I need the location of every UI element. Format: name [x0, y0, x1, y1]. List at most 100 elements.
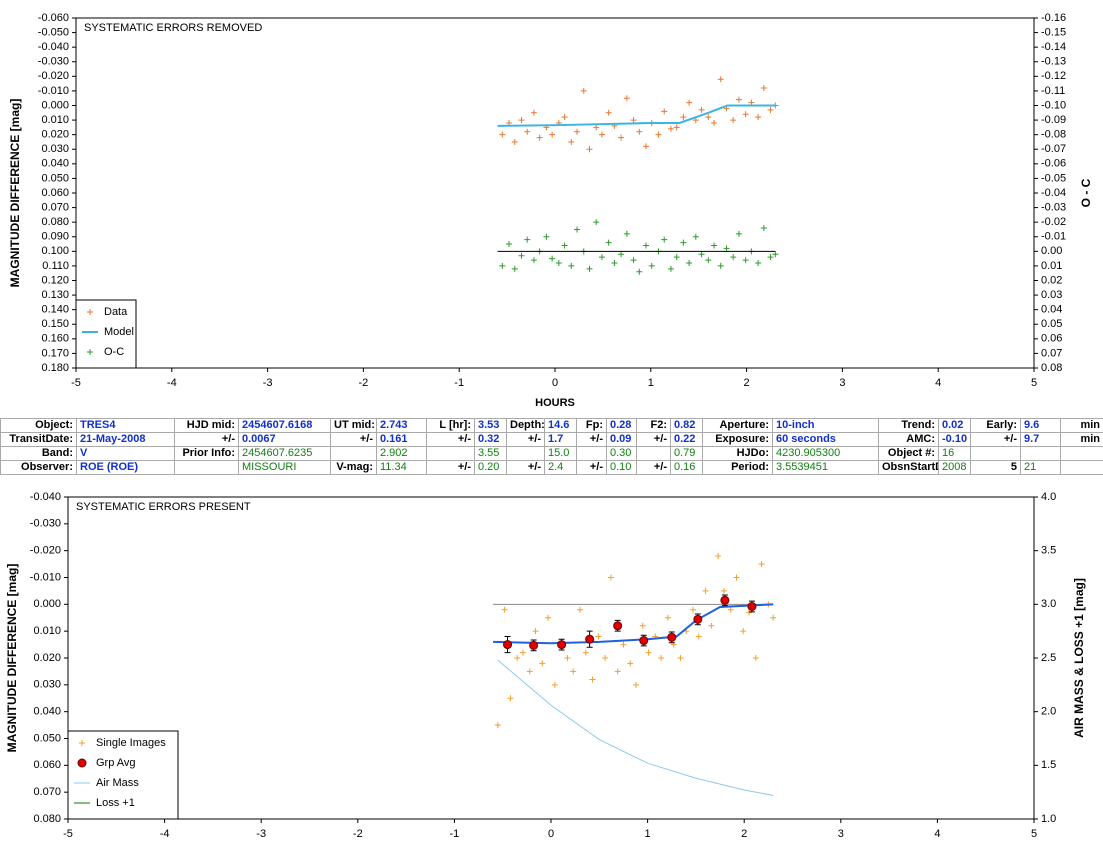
table-cell: +/- [426, 460, 475, 475]
y-tick-label: -0.060 [38, 12, 69, 24]
data-point [582, 649, 589, 656]
data-point [686, 99, 693, 106]
data-point [705, 114, 712, 121]
data-point [518, 117, 525, 124]
y2-tick-label: -0.09 [1041, 114, 1066, 126]
data-point [574, 226, 581, 233]
data-point [598, 254, 605, 261]
table-cell: 2454607.6168 [238, 418, 331, 433]
data-point [605, 109, 612, 116]
data-point [568, 262, 575, 269]
y2-tick-label: -0.14 [1041, 41, 1066, 53]
table-cell [506, 446, 545, 461]
data-point [630, 117, 637, 124]
data-point [643, 242, 650, 249]
data-point [742, 257, 749, 264]
x-tick-label: 1 [645, 828, 651, 840]
table-cell: ObsnStartDate: [878, 460, 939, 475]
y2-tick-label: -0.06 [1041, 158, 1066, 170]
table-cell: Fp: [576, 418, 607, 433]
y2-tick-label: -0.07 [1041, 143, 1066, 155]
y-tick-label: 0.110 [42, 260, 69, 272]
data-point [613, 621, 623, 631]
x-tick-label: -3 [263, 377, 273, 389]
table-cell: Early: [970, 418, 1021, 433]
table-cell: Band: [0, 446, 77, 461]
series-line [497, 104, 776, 127]
data-point [720, 587, 727, 594]
data-point [529, 640, 539, 650]
data-point [530, 257, 537, 264]
y-tick-label: 0.030 [33, 679, 61, 691]
y-tick-label: 0.150 [41, 318, 69, 330]
table-cell: 3.53 [474, 418, 507, 433]
data-point [519, 649, 526, 656]
table-cell: Exposure: [702, 432, 773, 447]
y2-tick-label: 0.02 [1041, 274, 1062, 286]
y2-tick-label: -0.04 [1041, 187, 1066, 199]
table-cell: L [hr]: [426, 418, 475, 433]
data-point [511, 138, 518, 145]
data-point [690, 606, 697, 613]
y2-tick-label: -0.01 [1041, 231, 1066, 243]
data-point [667, 265, 674, 272]
y2-tick-label: -0.11 [1041, 85, 1065, 97]
x-tick-label: 3 [839, 377, 845, 389]
table-cell: 5 [970, 460, 1021, 475]
data-point [549, 255, 556, 262]
plot-frame [75, 17, 1035, 369]
data-point [711, 120, 718, 126]
table-cell: +/- [970, 432, 1021, 447]
data-point [733, 574, 740, 581]
table-cell: 16 [938, 446, 971, 461]
x-tick-label: 4 [934, 828, 940, 840]
y2-tick-label: -0.03 [1041, 201, 1066, 213]
y-tick-label: 0.050 [41, 172, 69, 184]
y-tick-label: 0.000 [41, 99, 69, 111]
table-cell [426, 446, 475, 461]
y2-axis-title: O - C [1079, 178, 1093, 207]
x-tick-label: 5 [1031, 828, 1037, 840]
data-point [598, 131, 605, 138]
table-row: TransitDate: 21-May-2008 +/- 0.0067 +/- 0.161… [0, 432, 1103, 447]
y2-tick-label: -0.12 [1041, 70, 1066, 82]
data-point [630, 257, 637, 264]
data-point [618, 251, 625, 258]
y2-tick-label: 0.04 [1041, 304, 1062, 316]
legend-swatch [87, 309, 93, 315]
data-point [720, 595, 730, 605]
data-point [760, 225, 767, 231]
legend-label: Air Mass [96, 777, 139, 789]
chart-title: SYSTEMATIC ERRORS PRESENT [76, 501, 251, 513]
legend-label: Model [104, 326, 134, 338]
data-point [514, 655, 521, 661]
data-point [511, 265, 518, 272]
table-cell: 60 seconds [772, 432, 879, 447]
table-cell: +/- [174, 432, 239, 447]
data-point [770, 614, 777, 621]
y2-tick-label: -0.13 [1041, 56, 1066, 68]
table-cell: 0.82 [670, 418, 703, 433]
y-tick-label: 0.050 [33, 732, 61, 744]
y-tick-label: 0.010 [33, 625, 61, 637]
data-point [585, 634, 595, 644]
table-cell: min [1060, 432, 1103, 447]
y-tick-label: 0.070 [33, 786, 61, 798]
data-point [576, 606, 583, 613]
table-cell: +/- [426, 432, 475, 447]
data-point [708, 622, 715, 629]
y-axis-title: MAGNITUDE DIFFERENCE [mag] [5, 564, 19, 753]
table-cell: Trend: [878, 418, 939, 433]
y2-tick-label: 0.03 [1041, 289, 1062, 301]
table-cell: 0.02 [938, 418, 971, 433]
y-tick-label: -0.020 [30, 545, 61, 557]
y2-tick-label: -0.02 [1041, 216, 1066, 228]
data-point [620, 641, 627, 648]
table-cell: Object: [0, 418, 77, 433]
data-point [648, 262, 655, 269]
table-cell: 15.0 [544, 446, 577, 461]
table-cell: Observer: [0, 460, 77, 475]
data-point [503, 640, 513, 650]
data-point [705, 257, 712, 264]
x-tick-label: -2 [353, 828, 363, 840]
